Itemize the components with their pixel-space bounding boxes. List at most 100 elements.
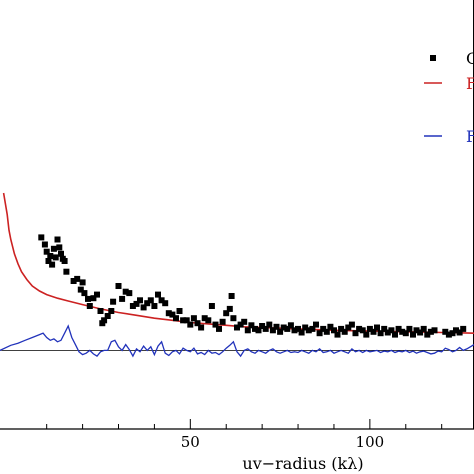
data-point <box>370 328 377 335</box>
data-point <box>305 327 312 334</box>
data-point <box>302 324 309 331</box>
data-point <box>366 325 373 332</box>
data-point <box>248 322 255 329</box>
data-point <box>228 293 235 299</box>
legend-label-0: O <box>466 49 474 68</box>
data-point <box>126 290 133 297</box>
data-point <box>234 324 240 331</box>
data-point <box>108 308 115 314</box>
data-point <box>363 331 370 338</box>
data-point <box>273 323 280 330</box>
data-point <box>309 325 316 332</box>
data-point <box>169 311 176 318</box>
data-point <box>262 325 269 332</box>
data-point <box>345 324 352 331</box>
data-point <box>413 327 420 334</box>
data-point <box>77 286 84 293</box>
data-point <box>110 298 117 305</box>
data-point <box>331 327 337 334</box>
data-point <box>94 291 100 298</box>
data-point <box>79 279 86 286</box>
x-axis-label: uv−radius (kλ) <box>242 454 363 473</box>
data-point <box>431 327 438 334</box>
data-point <box>445 331 452 338</box>
data-point <box>359 327 366 334</box>
data-point <box>183 317 190 324</box>
data-point <box>374 324 380 331</box>
data-point <box>323 328 330 335</box>
data-point <box>70 278 77 284</box>
data-point <box>417 329 424 336</box>
data-point <box>190 315 197 322</box>
data-point <box>295 325 301 332</box>
data-point <box>49 261 56 268</box>
data-point <box>244 327 251 334</box>
data-point <box>74 275 81 282</box>
data-point <box>381 325 388 332</box>
data-point <box>208 303 215 309</box>
data-point <box>223 310 230 317</box>
data-point <box>377 330 384 337</box>
data-point <box>61 258 68 264</box>
data-points-layer <box>38 234 467 338</box>
data-point <box>269 327 276 334</box>
model-curve-series <box>2 192 474 334</box>
data-point <box>449 330 456 337</box>
data-point <box>187 321 194 328</box>
data-point <box>201 315 208 322</box>
x-tick-label-0: 50 <box>181 433 200 451</box>
data-point <box>316 330 323 337</box>
data-point <box>151 303 158 309</box>
data-point <box>85 295 91 302</box>
data-point <box>38 234 45 241</box>
data-point <box>252 325 258 332</box>
data-point <box>119 295 126 302</box>
data-point <box>122 288 129 295</box>
data-point <box>384 329 391 336</box>
data-point <box>162 300 169 307</box>
data-point <box>104 313 111 319</box>
data-point <box>54 236 61 243</box>
data-point <box>165 310 172 317</box>
data-point <box>155 291 161 298</box>
data-point <box>198 324 205 331</box>
data-point <box>205 317 212 324</box>
data-point <box>356 325 363 332</box>
data-point <box>144 300 151 307</box>
data-point <box>86 303 93 309</box>
data-point <box>133 300 140 307</box>
data-point <box>219 318 226 325</box>
data-point <box>284 325 291 332</box>
data-point <box>442 328 449 335</box>
x-tick-label-1: 100 <box>356 433 385 451</box>
data-point <box>176 308 183 314</box>
data-point <box>52 254 59 261</box>
data-point <box>101 317 108 324</box>
data-point <box>402 330 409 337</box>
data-point <box>147 297 154 304</box>
data-point <box>334 331 341 338</box>
data-point <box>212 321 219 328</box>
data-point <box>341 328 348 335</box>
legend-marker-square <box>430 55 436 61</box>
data-point <box>47 253 54 259</box>
data-point <box>259 323 266 329</box>
data-point <box>158 297 165 304</box>
data-point <box>399 328 406 335</box>
legend-label-2: F <box>466 127 474 146</box>
data-point <box>313 321 319 328</box>
data-point <box>45 258 52 264</box>
data-point <box>352 330 359 337</box>
data-point <box>56 244 63 251</box>
data-point <box>173 315 179 322</box>
data-point <box>241 318 248 325</box>
data-point <box>298 329 305 336</box>
residual-series <box>0 324 474 358</box>
data-point <box>348 321 355 328</box>
data-point <box>115 283 122 289</box>
data-point <box>420 325 427 332</box>
data-point <box>392 331 398 338</box>
data-point <box>41 241 48 248</box>
data-point <box>81 290 88 297</box>
